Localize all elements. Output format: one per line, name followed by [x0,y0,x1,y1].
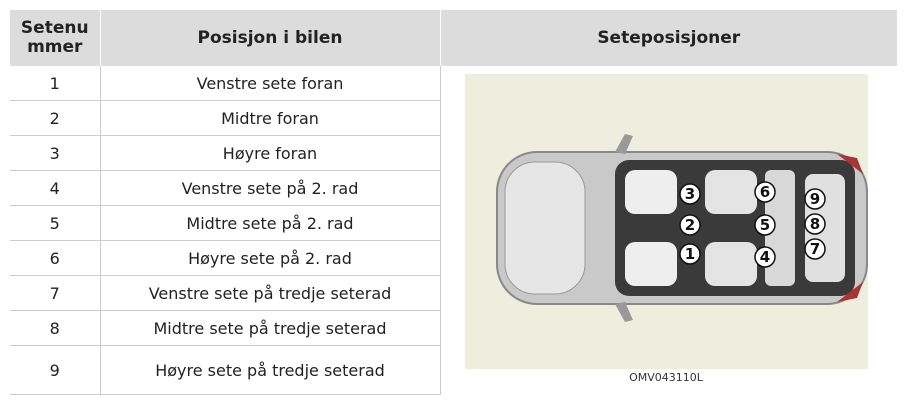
seat-marker [803,213,826,235]
table-row: 5 Midtre sete på 2. rad [10,205,897,241]
seat-marker [678,183,701,205]
seat-label: 3 [684,185,694,203]
table-row: 9 Høyre sete på tredje seterad [10,345,897,395]
seat-marker [753,181,776,203]
seat-number: 8 [10,310,101,346]
seat-marker [803,188,826,210]
seat-label: 5 [759,216,769,234]
seat-position: Venstre sete på 2. rad [100,170,441,206]
seat-marker [803,238,826,260]
header-cell: Setenu mmer [10,10,101,66]
seat-position: Høyre sete på tredje seterad [100,345,441,395]
seat-number: 7 [10,275,101,311]
seat-position: Venstre sete på tredje seterad [100,275,441,311]
seat-number: 9 [10,345,101,395]
table-row: 6 Høyre sete på 2. rad [10,240,897,276]
seat-number: 2 [10,100,101,136]
header-line: Setenu [20,18,89,38]
seat-number: 3 [10,135,101,171]
header-cell: Seteposisjoner [440,10,897,66]
seat-number: 1 [10,66,101,101]
seat-marker [753,214,776,236]
seat-number: 4 [10,170,101,206]
seat-label: 6 [759,183,769,201]
seat-label: 8 [809,215,819,233]
seat-number: 6 [10,240,101,276]
seat-position: Midtre sete på tredje seterad [100,310,441,346]
car-diagram: 1 2 3 4 5 6 7 8 9 [495,134,868,322]
seat-label: 1 [684,245,694,263]
table-row: 1 Venstre sete foran 1 2 3 4 5 6 7 8 9 OMV043110L [10,66,897,384]
seat-position: Høyre foran [100,135,441,171]
seat-table: Setenu mmer Posisjon i bilen Seteposisjon… [10,10,897,395]
table-row: 4 Venstre sete på 2. rad [10,170,897,206]
seat-label: 7 [809,240,819,258]
seat-marker [753,246,776,268]
seat-label: 9 [809,190,819,208]
header-row: Setenu mmer Posisjon i bilen Seteposisjon… [10,10,897,66]
table-row: 3 Høyre foran [10,135,897,171]
figure-cell: 1 2 3 4 5 6 7 8 9 OMV043110L [440,66,897,395]
table-row: 8 Midtre sete på tredje seterad [10,310,897,346]
header-line: mmer [27,37,83,57]
seat-marker [678,214,701,236]
seat-position: Midtre foran [100,100,441,136]
seat-position: Midtre sete på 2. rad [100,205,441,241]
seat-number: 5 [10,205,101,241]
figure-panel: 1 2 3 4 5 6 7 8 9 [464,74,868,369]
header-cell: Posisjon i bilen [100,10,441,66]
seat-position: Høyre sete på 2. rad [100,240,441,276]
table-row: 7 Venstre sete på tredje seterad [10,275,897,311]
seat-marker [678,243,701,265]
figure-caption: OMV043110L [629,371,703,384]
seat-label: 2 [684,216,694,234]
seat-position: Venstre sete foran [100,66,441,101]
seat-label: 4 [759,248,769,266]
table-row: 2 Midtre foran [10,100,897,136]
